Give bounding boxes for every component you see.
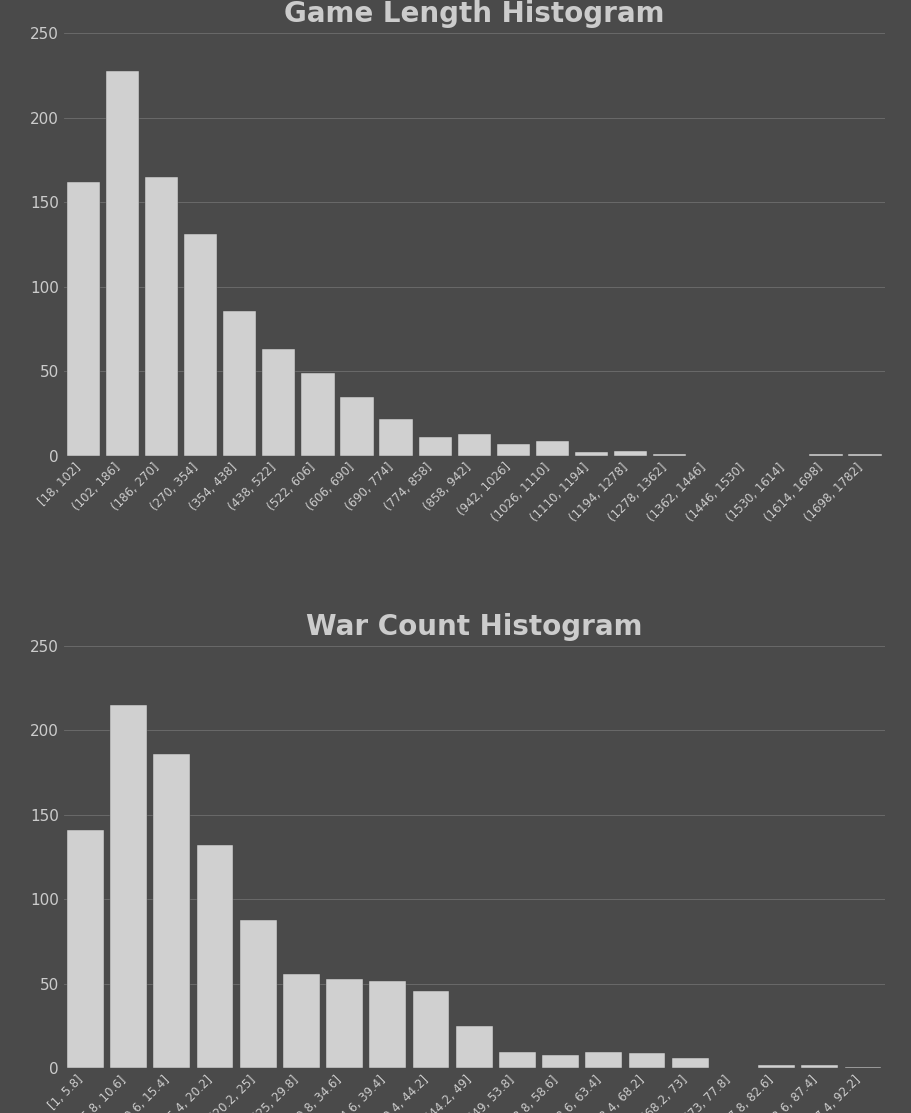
Bar xyxy=(282,974,320,1068)
Bar xyxy=(223,311,256,456)
Bar xyxy=(757,1065,794,1068)
Bar xyxy=(535,441,568,456)
Bar xyxy=(456,1026,492,1068)
Bar xyxy=(106,70,138,456)
Title: War Count Histogram: War Count Histogram xyxy=(306,613,641,641)
Bar xyxy=(847,454,881,456)
Bar xyxy=(808,454,842,456)
Bar xyxy=(542,1055,578,1068)
Bar xyxy=(369,981,405,1068)
Bar xyxy=(301,373,334,456)
Title: Game Length Histogram: Game Length Histogram xyxy=(283,0,664,28)
Bar xyxy=(671,1058,708,1068)
Bar xyxy=(412,991,449,1068)
Bar xyxy=(145,177,178,456)
Bar xyxy=(262,349,295,456)
Bar xyxy=(67,183,100,456)
Bar xyxy=(153,755,190,1068)
Bar xyxy=(496,444,529,456)
Bar xyxy=(585,1052,621,1068)
Bar xyxy=(67,830,104,1068)
Bar xyxy=(110,706,147,1068)
Bar xyxy=(418,437,451,456)
Bar xyxy=(574,453,608,456)
Bar xyxy=(457,434,490,456)
Bar xyxy=(240,919,276,1068)
Bar xyxy=(326,979,363,1068)
Bar xyxy=(340,396,374,456)
Bar xyxy=(844,1066,880,1068)
Bar xyxy=(628,1053,665,1068)
Bar xyxy=(498,1052,535,1068)
Bar xyxy=(197,846,233,1068)
Bar xyxy=(613,451,647,456)
Bar xyxy=(379,418,412,456)
Bar xyxy=(801,1065,837,1068)
Bar xyxy=(184,235,217,456)
Bar xyxy=(652,454,685,456)
